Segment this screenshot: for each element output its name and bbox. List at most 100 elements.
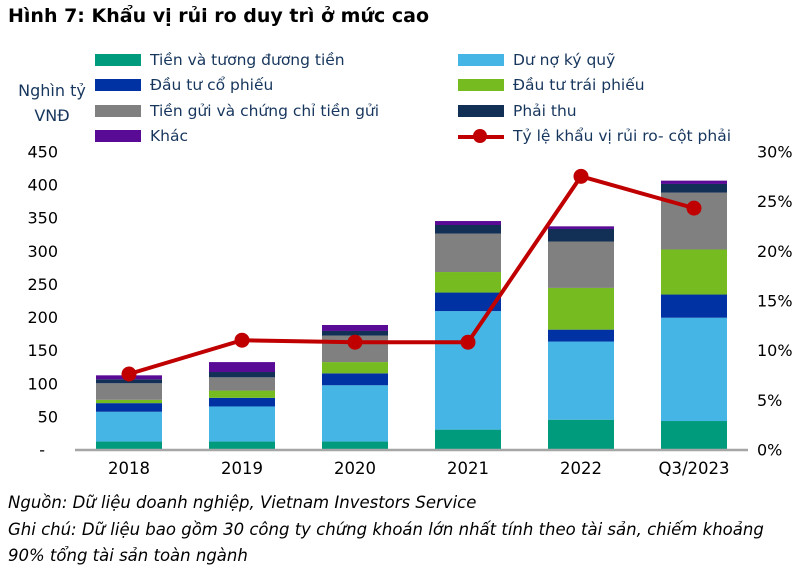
left-axis-tick-label: 400 xyxy=(27,176,58,195)
legend-column-2: Dư nợ ký quỹ Đầu tư trái phiếu Phải thu Tỷ … xyxy=(458,47,731,149)
bar-segment xyxy=(435,311,501,430)
line-data-point xyxy=(573,168,589,184)
legend-item: Tiền và tương đương tiền xyxy=(95,47,379,73)
legend-swatch-icon xyxy=(95,53,141,66)
x-axis-category-label: 2018 xyxy=(108,459,150,478)
legend-item: Đầu tư cổ phiếu xyxy=(95,73,379,99)
bar-segment xyxy=(435,233,501,273)
legend-label: Tiền và tương đương tiền xyxy=(150,50,345,69)
line-data-point xyxy=(686,200,702,216)
bar-segment xyxy=(209,377,275,391)
bar-segment xyxy=(96,383,162,400)
legend-label: Đầu tư trái phiếu xyxy=(513,76,645,95)
legend-swatch-icon xyxy=(458,104,504,117)
legend-item: Dư nợ ký quỹ xyxy=(458,47,731,73)
risk-appetite-line xyxy=(128,174,695,376)
bar-segment xyxy=(548,241,614,288)
bar-segment xyxy=(209,406,275,442)
legend-swatch-icon xyxy=(95,79,141,92)
left-axis-tick-label: - xyxy=(39,441,45,460)
bar-segment xyxy=(96,441,162,450)
left-axis-tick-label: 200 xyxy=(27,308,58,327)
legend-swatch-icon xyxy=(95,104,141,117)
legend-item: Khác xyxy=(95,124,379,150)
legend-label: Dư nợ ký quỹ xyxy=(513,50,616,69)
bar-segment xyxy=(435,292,501,312)
right-axis-tick-label: 0% xyxy=(757,441,782,460)
bar-segment xyxy=(322,385,388,442)
bar-segment xyxy=(322,441,388,450)
bar-segment xyxy=(661,183,727,193)
bar-segment xyxy=(548,329,614,342)
legend-label: Phải thu xyxy=(513,101,577,120)
legend-item-line: Tỷ lệ khẩu vị rủi ro- cột phải xyxy=(458,124,731,150)
legend-label: Tỷ lệ khẩu vị rủi ro- cột phải xyxy=(513,127,732,146)
bar-segment xyxy=(209,372,275,378)
bar-segment xyxy=(548,226,614,229)
right-axis-tick-label: 5% xyxy=(757,391,782,410)
legend-swatch-icon xyxy=(458,79,504,92)
left-axis-tick-label: 150 xyxy=(27,341,58,360)
right-axis-tick-label: 25% xyxy=(757,192,793,211)
x-axis-category-label: 2020 xyxy=(334,459,376,478)
left-axis-unit-label: Nghìn tỷ VNĐ xyxy=(18,81,86,125)
x-axis-category-label: 2022 xyxy=(560,459,602,478)
bar-segment xyxy=(209,390,275,398)
legend-item: Phải thu xyxy=(458,98,731,124)
method-note: Ghi chú: Dữ liệu bao gồm 30 công ty chứn… xyxy=(8,519,764,566)
bar-segment xyxy=(548,287,614,330)
right-axis-tick-label: 15% xyxy=(757,292,793,311)
legend-item: Tiền gửi và chứng chỉ tiền gửi xyxy=(95,98,379,124)
legend-swatch-icon xyxy=(95,130,141,143)
bar-segment xyxy=(209,362,275,373)
bar-segment xyxy=(209,397,275,407)
bar-segment xyxy=(435,221,501,226)
bar-segment xyxy=(548,228,614,242)
x-axis-category-label: 2021 xyxy=(447,459,489,478)
bar-segment xyxy=(661,294,727,318)
line-marker-icon xyxy=(458,129,504,144)
bar-segment xyxy=(209,441,275,450)
legend-label: Khác xyxy=(150,127,189,146)
x-axis-category-label: Q3/2023 xyxy=(658,459,729,478)
line-data-point xyxy=(460,334,476,350)
left-axis-tick-label: 300 xyxy=(27,242,58,261)
legend-swatch-icon xyxy=(458,53,504,66)
left-axis-tick-label: 50 xyxy=(38,407,58,426)
left-axis-tick-label: 100 xyxy=(27,374,58,393)
legend-column-1: Tiền và tương đương tiền Đầu tư cổ phiếu T… xyxy=(95,47,379,149)
legend-label: Tiền gửi và chứng chỉ tiền gửi xyxy=(150,101,380,120)
right-axis-tick-label: 10% xyxy=(757,341,793,360)
bar-segment xyxy=(322,373,388,386)
line-data-point xyxy=(121,366,137,382)
bar-segment xyxy=(96,403,162,412)
right-axis-tick-label: 30% xyxy=(757,143,793,162)
bar-segment xyxy=(435,225,501,234)
chart-title: Hình 7: Khẩu vị rủi ro duy trì ở mức cao xyxy=(8,5,430,27)
legend-item: Đầu tư trái phiếu xyxy=(458,73,731,99)
bar-segment xyxy=(96,399,162,404)
source-note: Nguồn: Dữ liệu doanh nghiệp, Vietnam Inv… xyxy=(8,493,477,512)
right-axis-tick-label: 20% xyxy=(757,242,793,261)
bar-segment xyxy=(661,249,727,295)
bar-segment xyxy=(322,330,388,336)
bar-segment xyxy=(322,362,388,374)
bar-segment xyxy=(96,411,162,442)
left-axis-tick-label: 350 xyxy=(27,209,58,228)
line-data-point xyxy=(234,332,250,348)
chart-notes: Nguồn: Dữ liệu doanh nghiệp, Vietnam Inv… xyxy=(8,490,798,570)
bar-segment xyxy=(548,419,614,450)
legend-label: Đầu tư cổ phiếu xyxy=(150,76,274,95)
bar-segment xyxy=(661,180,727,184)
left-axis-tick-label: 450 xyxy=(27,143,58,162)
bar-segment xyxy=(661,421,727,450)
bar-segment xyxy=(661,317,727,422)
bar-segment xyxy=(435,429,501,450)
bar-segment xyxy=(435,272,501,293)
bar-segment xyxy=(548,341,614,420)
line-data-point xyxy=(347,334,363,350)
bar-segment xyxy=(322,325,388,331)
x-axis-category-label: 2019 xyxy=(221,459,263,478)
